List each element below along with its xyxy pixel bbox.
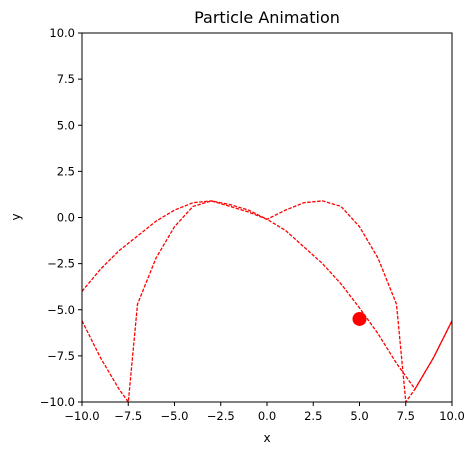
- x-tick-label: 2.5: [304, 409, 322, 423]
- y-tick-label: −5.0: [47, 303, 75, 317]
- chart-title: Particle Animation: [194, 8, 340, 27]
- trajectory-line-2: [82, 200, 452, 402]
- y-tick-label: 10.0: [49, 26, 75, 40]
- x-tick-label: 7.5: [397, 409, 415, 423]
- series-layer: [82, 200, 452, 402]
- y-axis: −10.0 −7.5 −5.0 −2.5 0.0 2.5 5.0 7.5 10.0: [40, 26, 82, 409]
- y-tick-label: −10.0: [40, 395, 75, 409]
- y-axis-label: y: [9, 213, 23, 220]
- particle-marker: [352, 311, 367, 326]
- y-tick-label: 0.0: [57, 211, 75, 225]
- plot-frame: [81, 32, 453, 403]
- trajectory-line-1: [82, 200, 452, 402]
- y-tick-label: 5.0: [57, 118, 75, 132]
- y-tick-label: 7.5: [57, 72, 75, 86]
- x-tick-label: −5.0: [161, 409, 189, 423]
- y-tick-label: −7.5: [47, 349, 75, 363]
- y-tick-label: −2.5: [47, 257, 75, 271]
- x-tick-label: 5.0: [350, 409, 368, 423]
- x-axis-label: x: [263, 431, 270, 445]
- x-tick-label: −2.5: [207, 409, 235, 423]
- x-axis: −10.0 −7.5 −5.0 −2.5 0.0 2.5 5.0 7.5 10.0: [64, 402, 465, 423]
- x-tick-label: 0.0: [258, 409, 276, 423]
- x-tick-label: −10.0: [64, 409, 99, 423]
- x-tick-label: −7.5: [114, 409, 142, 423]
- y-tick-label: 2.5: [57, 164, 75, 178]
- x-tick-label: 10.0: [439, 409, 465, 423]
